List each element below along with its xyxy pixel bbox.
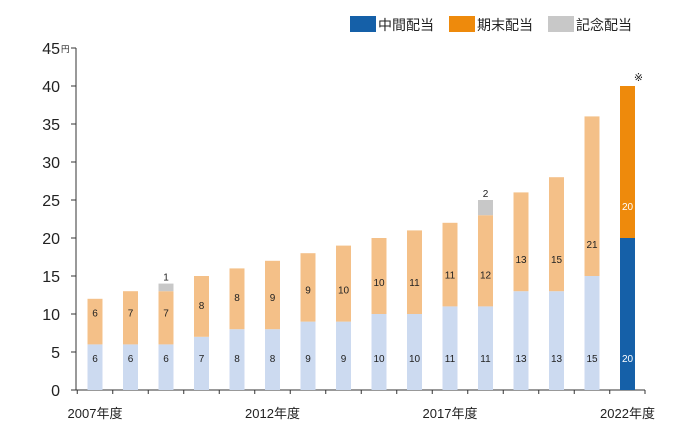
y-tick-label: 40 xyxy=(42,79,60,96)
data-label-interim: 15 xyxy=(586,354,598,365)
legend-label-3: 記念配当 xyxy=(576,17,632,34)
bar-final xyxy=(194,276,209,337)
bar-interim xyxy=(478,306,493,390)
data-label-final: 12 xyxy=(480,270,492,281)
bar-commemorative xyxy=(478,200,493,216)
data-label-interim: 8 xyxy=(270,354,276,365)
data-label-interim: 9 xyxy=(305,354,311,365)
bar-final xyxy=(478,215,493,307)
y-tick-label: 35 xyxy=(42,117,60,134)
x-tick-label: 2017年度 xyxy=(423,406,478,421)
data-label-final: 20 xyxy=(622,202,634,213)
data-label-final: 7 xyxy=(163,308,169,319)
data-label-final: 11 xyxy=(409,278,420,289)
bar-final xyxy=(407,230,422,314)
bar-interim xyxy=(407,314,422,390)
y-tick-label: 5 xyxy=(51,345,60,362)
bar-interim xyxy=(336,321,351,390)
legend-label-2: 期末配当 xyxy=(477,18,533,34)
data-label-final: 9 xyxy=(270,293,276,304)
bar-final xyxy=(158,291,174,345)
bar-interim xyxy=(549,291,564,390)
bar-final xyxy=(513,192,529,292)
bar-interim xyxy=(300,321,316,390)
data-label-interim: 9 xyxy=(341,354,347,365)
y-tick-label: 10 xyxy=(42,307,60,324)
legend-swatch-3 xyxy=(548,16,574,32)
data-label-final: 10 xyxy=(338,286,350,297)
data-label-interim: 8 xyxy=(234,354,240,365)
bar-interim xyxy=(87,344,103,390)
data-label-interim: 10 xyxy=(373,354,385,365)
bar-final xyxy=(265,260,280,330)
y-tick-label: 25 xyxy=(42,193,60,210)
x-tick-label: 2012年度 xyxy=(245,406,300,421)
x-tick-label: 2022年度 xyxy=(600,406,655,421)
bar-interim xyxy=(513,291,529,390)
bar-final xyxy=(549,177,564,292)
bar-commemorative xyxy=(158,283,174,292)
data-label-final: 9 xyxy=(305,286,311,297)
y-unit-label: 円 xyxy=(61,44,70,54)
data-label-commemorative: 2 xyxy=(483,189,489,200)
bar-final xyxy=(336,245,351,322)
bar-final xyxy=(371,238,387,314)
legend-swatch-1 xyxy=(350,16,376,32)
data-label-interim: 11 xyxy=(445,354,456,365)
bar-interim xyxy=(123,344,138,390)
bar-interim xyxy=(158,344,174,390)
bar-interim xyxy=(584,276,600,390)
bar-final xyxy=(620,86,635,238)
y-tick-label: 15 xyxy=(42,269,60,286)
data-label-final: 10 xyxy=(373,278,385,289)
bar-final xyxy=(87,298,103,345)
bar-final xyxy=(442,222,458,307)
data-label-final: 13 xyxy=(515,255,527,266)
data-label-interim: 13 xyxy=(551,354,563,365)
bar-final xyxy=(584,116,600,277)
bar-final xyxy=(229,268,245,330)
data-label-final: 7 xyxy=(128,308,134,319)
x-tick-label: 2007年度 xyxy=(68,406,123,421)
data-label-commemorative: 1 xyxy=(163,273,169,284)
data-label-interim: 6 xyxy=(92,354,98,365)
legend-swatch-2 xyxy=(449,16,475,32)
y-tick-label: 0 xyxy=(51,383,60,400)
data-label-final: 6 xyxy=(92,308,98,319)
data-label-interim: 6 xyxy=(163,354,169,365)
data-label-interim: 13 xyxy=(515,354,527,365)
data-label-final: 11 xyxy=(445,270,456,281)
data-label-final: 21 xyxy=(586,240,598,251)
y-tick-label: 20 xyxy=(42,231,60,248)
bar-final xyxy=(300,253,316,322)
data-label-final: 8 xyxy=(234,293,240,304)
data-label-final: 8 xyxy=(199,301,205,312)
bar-interim xyxy=(620,238,635,390)
bar-interim xyxy=(442,306,458,390)
bar-interim xyxy=(229,329,245,390)
data-label-interim: 20 xyxy=(622,354,634,365)
data-label-interim: 11 xyxy=(480,354,491,365)
bar-interim xyxy=(194,336,209,390)
annotation-mark: ※ xyxy=(634,72,643,84)
y-tick-label: 45 xyxy=(42,41,60,58)
data-label-interim: 10 xyxy=(409,354,421,365)
data-label-final: 15 xyxy=(551,255,563,266)
bar-interim xyxy=(265,329,280,390)
y-tick-label: 30 xyxy=(42,155,60,172)
bar-final xyxy=(123,291,138,345)
bar-interim xyxy=(371,314,387,390)
data-label-interim: 6 xyxy=(128,354,134,365)
legend-label-1: 中間配当 xyxy=(378,18,434,34)
data-label-interim: 7 xyxy=(199,354,205,365)
